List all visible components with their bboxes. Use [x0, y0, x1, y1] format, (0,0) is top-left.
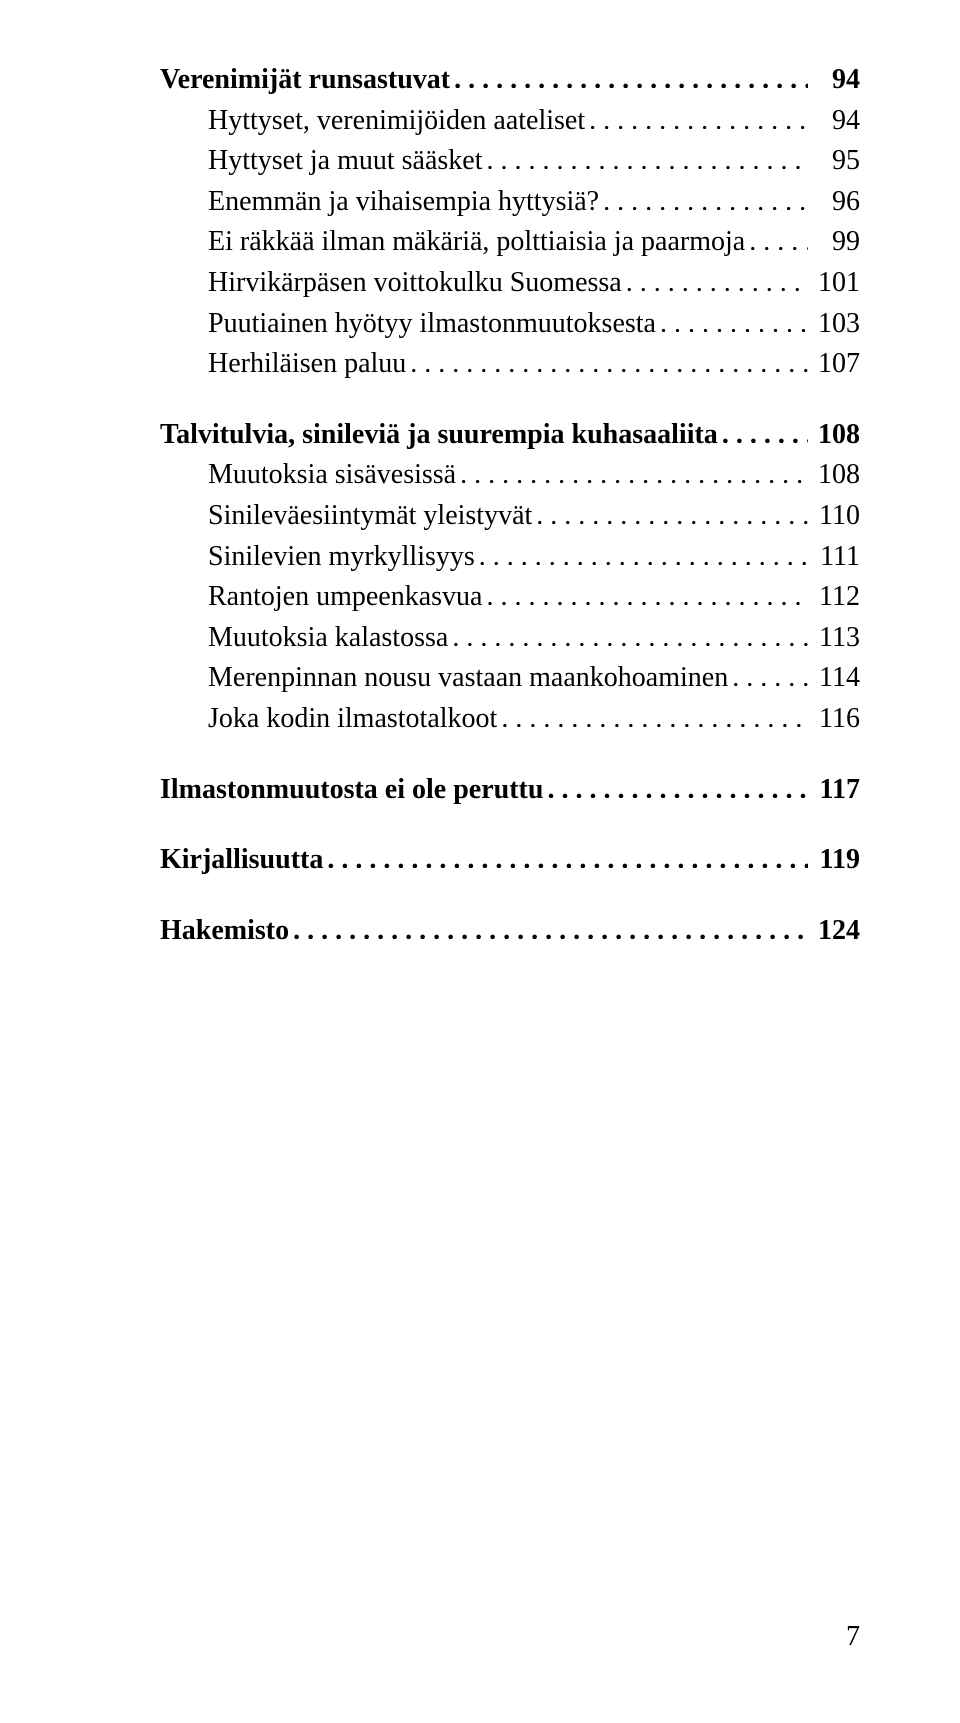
toc-page-number: 107 — [812, 344, 860, 385]
toc-page-number: 110 — [812, 496, 860, 537]
toc-line: Muutoksia sisävesissä 108 — [160, 455, 860, 496]
toc-dot-leader — [749, 222, 808, 250]
toc-dot-leader — [536, 496, 808, 524]
toc-label: Kirjallisuutta — [160, 840, 323, 881]
toc-line: Puutiainen hyötyy ilmastonmuutoksesta 103 — [160, 304, 860, 345]
toc-page-number: 103 — [812, 304, 860, 345]
toc-label: Muutoksia sisävesissä — [208, 455, 456, 496]
toc-label: Verenimijät runsastuvat — [160, 60, 450, 101]
toc-line: Ilmastonmuutosta ei ole peruttu 117 — [160, 770, 860, 811]
toc-label: Joka kodin ilmastotalkoot — [208, 699, 497, 740]
toc-line: Sinilevien myrkyllisyys 111 — [160, 537, 860, 578]
toc-line: Joka kodin ilmastotalkoot 116 — [160, 699, 860, 740]
toc-dot-leader — [293, 911, 808, 939]
toc-label: Ilmastonmuutosta ei ole peruttu — [160, 770, 543, 811]
toc-label: Ei räkkää ilman mäkäriä, polttiaisia ja … — [208, 222, 745, 263]
toc-dot-leader — [454, 60, 808, 88]
toc-page-number: 124 — [812, 911, 860, 952]
toc-page-number: 101 — [812, 263, 860, 304]
toc-label: Sinileväesiintymät yleistyvät — [208, 496, 532, 537]
toc-dot-leader — [501, 699, 808, 727]
toc-gap — [160, 740, 860, 770]
toc-line: Hyttyset ja muut sääsket 95 — [160, 141, 860, 182]
toc-line: Muutoksia kalastossa 113 — [160, 618, 860, 659]
toc-page-number: 116 — [812, 699, 860, 740]
toc-line: Talvitulvia, sinileviä ja suurempia kuha… — [160, 415, 860, 456]
toc-dot-leader — [603, 182, 808, 210]
toc-page-number: 108 — [812, 415, 860, 456]
toc-label: Rantojen umpeenkasvua — [208, 577, 482, 618]
toc-page-number: 94 — [812, 60, 860, 101]
toc-line: Ei räkkää ilman mäkäriä, polttiaisia ja … — [160, 222, 860, 263]
toc-label: Sinilevien myrkyllisyys — [208, 537, 475, 578]
toc-page-number: 112 — [812, 577, 860, 618]
toc-page-number: 113 — [812, 618, 860, 659]
page: Verenimijät runsastuvat94Hyttyset, veren… — [0, 0, 960, 1723]
toc-label: Hirvikärpäsen voittokulku Suomessa — [208, 263, 622, 304]
page-number: 7 — [846, 1621, 860, 1653]
toc-line: Hakemisto 124 — [160, 911, 860, 952]
toc-page-number: 117 — [812, 770, 860, 811]
toc-dot-leader — [479, 537, 808, 565]
toc-dot-leader — [626, 263, 808, 291]
toc-label: Muutoksia kalastossa — [208, 618, 448, 659]
toc-dot-leader — [722, 415, 808, 443]
toc-dot-leader — [410, 344, 808, 372]
toc-line: Kirjallisuutta 119 — [160, 840, 860, 881]
toc-dot-leader — [327, 840, 808, 868]
toc-page-number: 114 — [812, 658, 860, 699]
toc-line: Merenpinnan nousu vastaan maankohoaminen… — [160, 658, 860, 699]
toc-dot-leader — [452, 618, 808, 646]
toc-dot-leader — [589, 101, 808, 129]
toc-label: Merenpinnan nousu vastaan maankohoaminen — [208, 658, 728, 699]
toc-dot-leader — [487, 141, 808, 169]
toc-page-number: 119 — [812, 840, 860, 881]
toc-line: Hyttyset, verenimijöiden aateliset 94 — [160, 101, 860, 142]
toc-gap — [160, 385, 860, 415]
toc-dot-leader — [660, 304, 808, 332]
toc-label: Enemmän ja vihaisempia hyttysiä? — [208, 182, 599, 223]
toc-page-number: 108 — [812, 455, 860, 496]
toc-page-number: 95 — [812, 141, 860, 182]
toc-line: Rantojen umpeenkasvua 112 — [160, 577, 860, 618]
toc-line: Verenimijät runsastuvat 94 — [160, 60, 860, 101]
toc-label: Herhiläisen paluu — [208, 344, 406, 385]
toc-line: Hirvikärpäsen voittokulku Suomessa 101 — [160, 263, 860, 304]
toc-page-number: 96 — [812, 182, 860, 223]
toc-page-number: 94 — [812, 101, 860, 142]
toc-line: Sinileväesiintymät yleistyvät 110 — [160, 496, 860, 537]
toc-page-number: 99 — [812, 222, 860, 263]
toc-dot-leader — [460, 455, 808, 483]
toc-label: Hyttyset ja muut sääsket — [208, 141, 483, 182]
toc-dot-leader — [732, 658, 808, 686]
toc-line: Herhiläisen paluu 107 — [160, 344, 860, 385]
toc-page-number: 111 — [812, 537, 860, 578]
toc-line: Enemmän ja vihaisempia hyttysiä? 96 — [160, 182, 860, 223]
toc-dot-leader — [547, 770, 808, 798]
toc-dot-leader — [486, 577, 808, 605]
toc-label: Puutiainen hyötyy ilmastonmuutoksesta — [208, 304, 656, 345]
table-of-contents: Verenimijät runsastuvat94Hyttyset, veren… — [160, 60, 860, 951]
toc-gap — [160, 881, 860, 911]
toc-label: Talvitulvia, sinileviä ja suurempia kuha… — [160, 415, 718, 456]
toc-label: Hyttyset, verenimijöiden aateliset — [208, 101, 585, 142]
toc-gap — [160, 810, 860, 840]
toc-label: Hakemisto — [160, 911, 289, 952]
